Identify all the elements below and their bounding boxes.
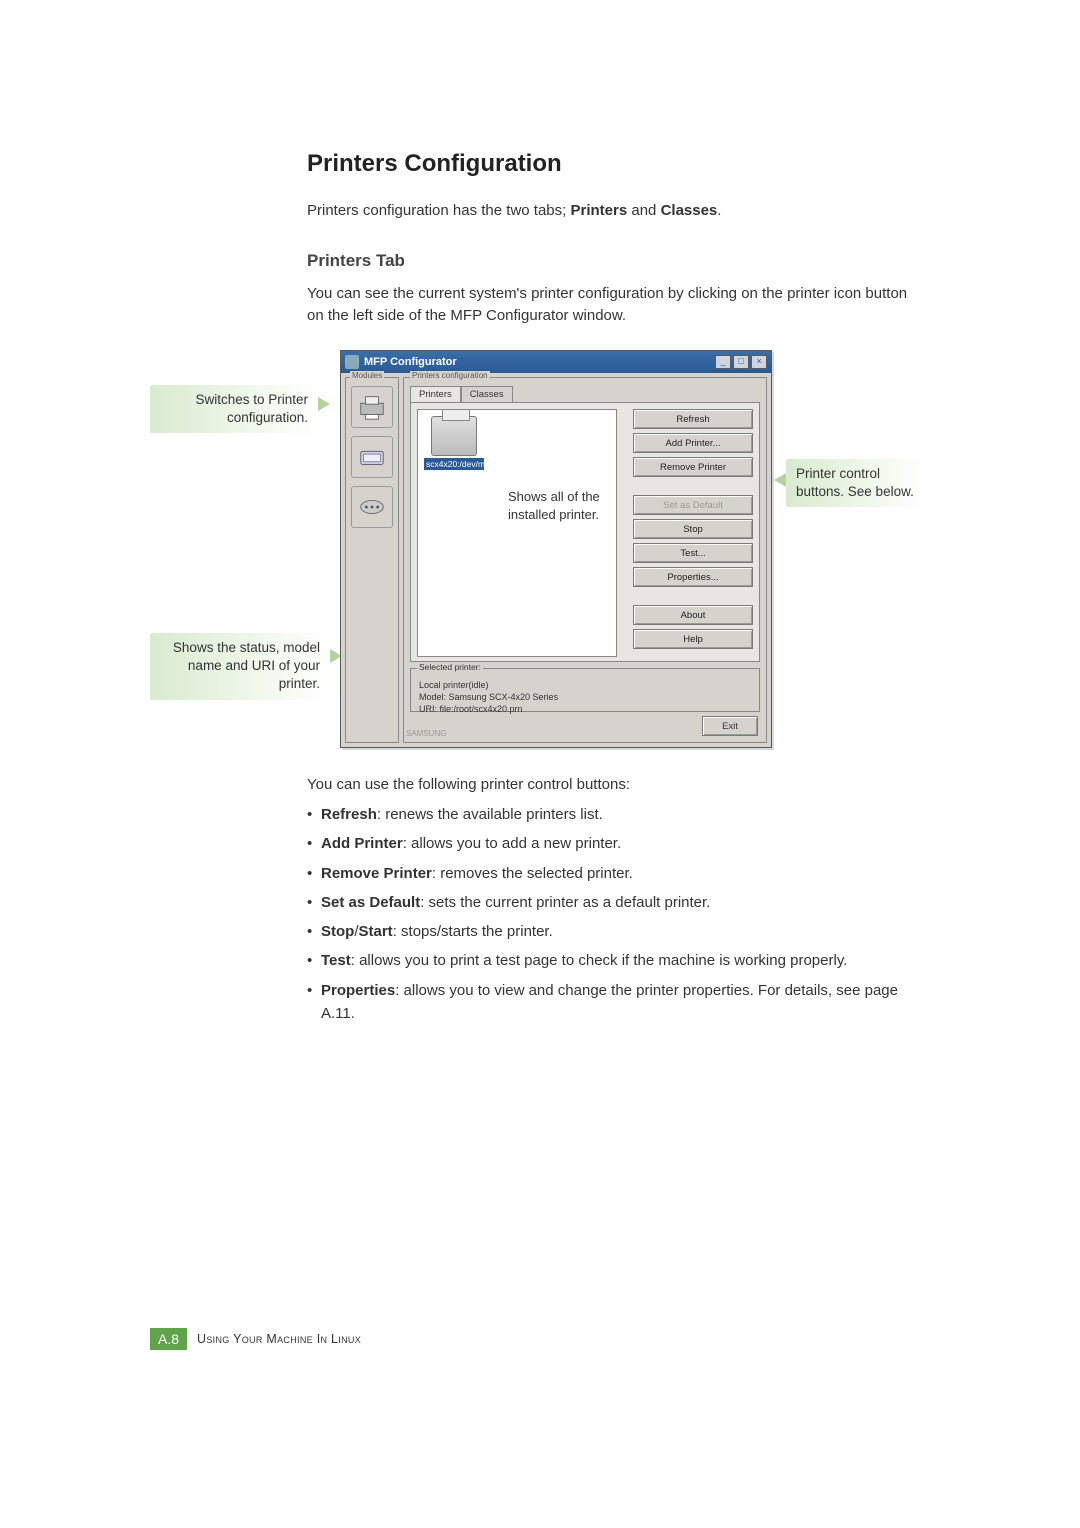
intro-bold-printers: Printers (570, 202, 627, 219)
bullet-stopstart: Stop/Start: stops/starts the printer. (307, 920, 917, 943)
overlay-line2: installed printer. (508, 507, 599, 522)
overlay-line1: Shows all of the (508, 489, 600, 504)
section-heading: Printers Configuration (307, 150, 927, 178)
help-button[interactable]: Help (633, 629, 753, 649)
subsection-heading: Printers Tab (307, 251, 927, 271)
figure-region: Switches to Printer configuration. Shows… (150, 345, 930, 755)
close-button[interactable]: × (751, 355, 767, 369)
arrow-icon (318, 397, 330, 411)
intro-end: . (717, 202, 721, 219)
selected-line-status: Local printer(idle) (419, 679, 751, 691)
tab-panel: scx4x20:/dev/mfp4 Shows all of the insta… (410, 402, 760, 662)
printer-control-buttons: Refresh Add Printer... Remove Printer Se… (633, 409, 753, 649)
intro-bold-classes: Classes (661, 202, 718, 219)
bullet-text: : allows you to print a test page to che… (351, 952, 848, 969)
brand-label: SAMSUNG (406, 729, 446, 738)
bullet-list: Refresh: renews the available printers l… (307, 803, 917, 1025)
tab-classes[interactable]: Classes (461, 386, 513, 402)
bullet-add: Add Printer: allows you to add a new pri… (307, 832, 917, 855)
page-footer: A.8 Using Your Machine In Linux (150, 1328, 361, 1350)
app-icon (345, 355, 359, 369)
bullet-text: : sets the current printer as a default … (420, 894, 710, 911)
module-ports-icon[interactable] (351, 486, 393, 528)
modules-sidebar: Modules (345, 377, 399, 743)
bullet-bold: Set as Default (321, 894, 420, 911)
footer-title: Using Your Machine In Linux (197, 1332, 361, 1346)
bullet-bold: Test (321, 952, 351, 969)
bullet-text: : renews the available printers list. (377, 806, 603, 823)
arrow-icon (774, 473, 786, 487)
printer-item-label: scx4x20:/dev/mfp4 (424, 458, 484, 470)
config-group-label: Printers configuration (410, 371, 490, 380)
set-default-button[interactable]: Set as Default (633, 495, 753, 515)
exit-button[interactable]: Exit (702, 716, 758, 736)
tab-printers[interactable]: Printers (410, 386, 461, 402)
selected-line-uri: URI: file:/root/scx4x20.prn (419, 703, 751, 715)
module-printers-icon[interactable] (351, 386, 393, 428)
window-title: MFP Configurator (364, 356, 713, 368)
bullet-properties: Properties: allows you to view and chang… (307, 979, 917, 1026)
bullet-test: Test: allows you to print a test page to… (307, 949, 917, 972)
selected-printer-label: Selected printer: (417, 662, 483, 672)
printer-item[interactable]: scx4x20:/dev/mfp4 (424, 416, 484, 470)
intro-mid: and (627, 202, 660, 219)
bullet-bold: Stop (321, 923, 354, 940)
about-button[interactable]: About (633, 605, 753, 625)
bullet-text: : removes the selected printer. (432, 865, 633, 882)
bullet-text: : allows you to view and change the prin… (321, 982, 898, 1022)
callout-status: Shows the status, model name and URI of … (150, 633, 330, 700)
printers-config-panel: Printers configuration Printers Classes … (403, 377, 767, 743)
bullet-text: : stops/starts the printer. (393, 923, 553, 940)
selected-printer-panel: Selected printer: Local printer(idle) Mo… (410, 668, 760, 712)
bullet-setdefault: Set as Default: sets the current printer… (307, 891, 917, 914)
bullet-bold: Remove Printer (321, 865, 432, 882)
control-buttons-description: You can use the following printer contro… (307, 776, 917, 1031)
bullet-bold: Add Printer (321, 835, 403, 852)
test-button[interactable]: Test... (633, 543, 753, 563)
minimize-button[interactable]: _ (715, 355, 731, 369)
lower-lead: You can use the following printer contro… (307, 776, 917, 793)
mfp-configurator-window: MFP Configurator _ □ × Modules Printers … (340, 350, 772, 748)
window-titlebar[interactable]: MFP Configurator _ □ × (341, 351, 771, 373)
add-printer-button[interactable]: Add Printer... (633, 433, 753, 453)
properties-button[interactable]: Properties... (633, 567, 753, 587)
bullet-text: : allows you to add a new printer. (403, 835, 621, 852)
modules-label: Modules (350, 371, 384, 380)
stop-button[interactable]: Stop (633, 519, 753, 539)
bullet-bold: Start (359, 923, 393, 940)
bullet-refresh: Refresh: renews the available printers l… (307, 803, 917, 826)
bullet-bold: Refresh (321, 806, 377, 823)
refresh-button[interactable]: Refresh (633, 409, 753, 429)
bullet-bold: Properties (321, 982, 395, 999)
intro-paragraph: Printers configuration has the two tabs;… (307, 200, 927, 223)
bullet-remove: Remove Printer: removes the selected pri… (307, 862, 917, 885)
remove-printer-button[interactable]: Remove Printer (633, 457, 753, 477)
callout-shows-all: Shows all of the installed printer. (508, 488, 600, 524)
callout-switches: Switches to Printer configuration. (150, 385, 318, 433)
selected-line-model: Model: Samsung SCX-4x20 Series (419, 691, 751, 703)
printer-list[interactable]: scx4x20:/dev/mfp4 Shows all of the insta… (417, 409, 617, 657)
subsection-intro: You can see the current system's printer… (307, 283, 927, 328)
intro-pre: Printers configuration has the two tabs; (307, 202, 570, 219)
module-scanners-icon[interactable] (351, 436, 393, 478)
maximize-button[interactable]: □ (733, 355, 749, 369)
callout-buttons: Printer control buttons. See below. (786, 459, 926, 507)
printer-icon (431, 416, 477, 456)
page-number-badge: A.8 (150, 1328, 187, 1350)
